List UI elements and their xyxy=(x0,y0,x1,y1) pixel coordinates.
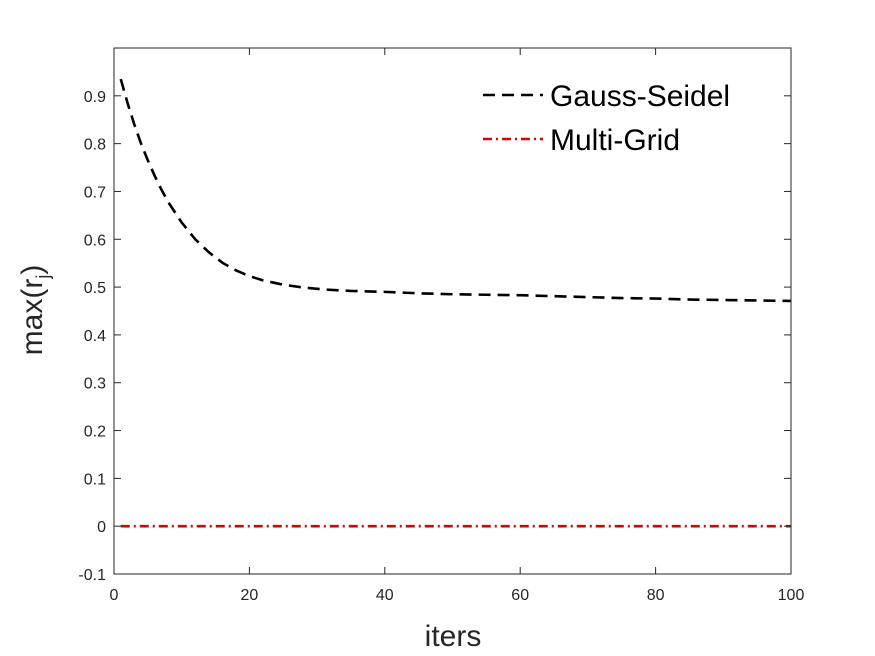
y-axis-label: max(rj) xyxy=(16,265,53,356)
y-tick-label: 0.6 xyxy=(84,232,106,249)
y-tick-label: 0.3 xyxy=(84,376,106,393)
x-tick-label: 0 xyxy=(110,587,119,604)
ticks-layer: 0 20 40 60 80 100-0.100.10.20.30.40.50.60.70.… xyxy=(78,48,804,604)
y-axis-label-close: ) xyxy=(16,265,49,275)
y-tick-label: 0.1 xyxy=(84,471,106,488)
y-tick-label: 0.7 xyxy=(84,184,106,201)
legend: Gauss-Seidel Multi-Grid xyxy=(483,80,730,157)
plot-area xyxy=(114,48,791,574)
x-tick-label: 100 xyxy=(778,587,805,604)
y-axis-label-main: max(r xyxy=(16,279,49,356)
y-axis-label-subscript: j xyxy=(33,275,53,280)
x-axis-label: iters xyxy=(425,620,482,653)
x-tick-label: 20 xyxy=(241,587,259,604)
y-tick-label: 0.8 xyxy=(84,137,106,154)
x-tick-label: 40 xyxy=(376,587,394,604)
y-tick-label: 0.4 xyxy=(84,328,106,345)
x-tick-label: 80 xyxy=(647,587,665,604)
y-tick-label: 0 xyxy=(97,519,106,536)
series-line-gauss-seidel xyxy=(119,78,792,303)
y-tick-label: 0.5 xyxy=(84,280,106,297)
y-tick-label: 0.2 xyxy=(84,424,106,441)
y-tick-label: 0.9 xyxy=(84,89,106,106)
y-tick-label: -0.1 xyxy=(78,567,106,584)
legend-label: Gauss-Seidel xyxy=(550,80,730,113)
x-tick-label: 60 xyxy=(511,587,529,604)
series-layer xyxy=(119,78,792,528)
legend-label: Multi-Grid xyxy=(550,124,680,157)
axes-box xyxy=(113,47,792,575)
